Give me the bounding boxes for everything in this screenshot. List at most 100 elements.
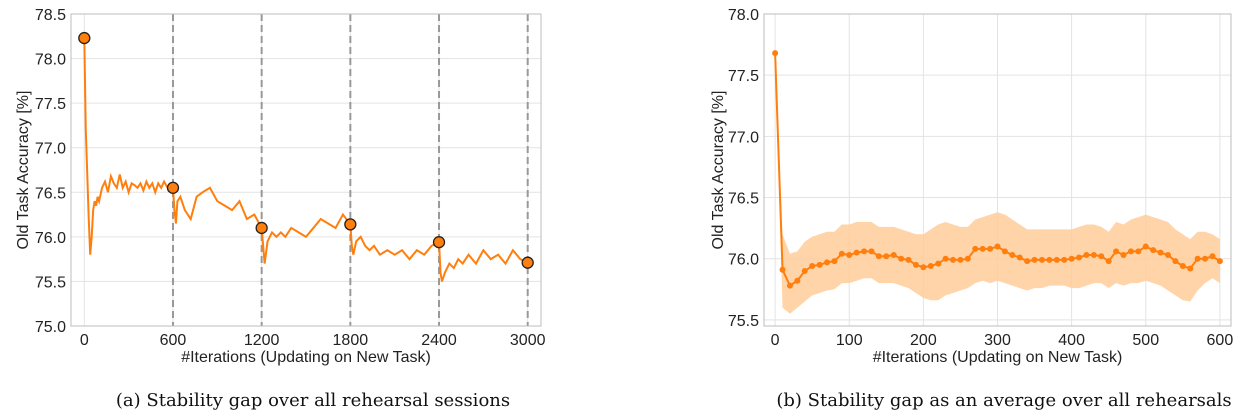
y-tick-label: 78.5 bbox=[35, 7, 66, 24]
session-marker bbox=[344, 218, 357, 231]
x-tick-label: 200 bbox=[910, 332, 937, 349]
data-point bbox=[964, 255, 971, 262]
data-point bbox=[1216, 258, 1223, 265]
data-point bbox=[987, 245, 994, 252]
data-point bbox=[942, 255, 949, 262]
data-point bbox=[794, 277, 801, 284]
data-point bbox=[912, 261, 919, 268]
y-tick-label: 78.0 bbox=[728, 7, 759, 24]
panel-a-x-axis-label: #Iterations (Updating on New Task) bbox=[181, 349, 431, 366]
y-tick-label: 77.0 bbox=[728, 129, 759, 146]
data-point bbox=[890, 252, 897, 259]
data-point bbox=[1202, 255, 1209, 262]
session-marker bbox=[432, 236, 446, 249]
panel-b-std-band bbox=[775, 53, 1220, 314]
data-point bbox=[1105, 258, 1112, 265]
x-tick-label: 1200 bbox=[244, 332, 280, 349]
data-point bbox=[1001, 248, 1008, 255]
panel-a-grid bbox=[71, 13, 541, 327]
session-marker bbox=[166, 181, 180, 194]
data-point bbox=[1127, 248, 1134, 255]
data-point bbox=[875, 253, 882, 260]
panel-a-session-lines bbox=[171, 14, 529, 326]
data-point bbox=[838, 250, 845, 257]
y-tick-label: 76.5 bbox=[35, 185, 66, 202]
data-point bbox=[786, 282, 793, 289]
x-tick-label: 600 bbox=[160, 332, 187, 349]
y-tick-label: 77.0 bbox=[35, 141, 66, 158]
data-point bbox=[868, 248, 875, 255]
data-point bbox=[1120, 252, 1127, 259]
data-point bbox=[920, 264, 927, 271]
data-point bbox=[772, 50, 779, 57]
panel-b-y-axis-label: Old Task Accuracy [%] bbox=[710, 91, 727, 250]
panel-a-session-markers bbox=[78, 31, 534, 269]
data-point bbox=[846, 252, 853, 259]
x-tick-label: 600 bbox=[1207, 332, 1234, 349]
y-tick-label: 76.0 bbox=[35, 230, 66, 247]
x-tick-label: 500 bbox=[1132, 332, 1159, 349]
data-point bbox=[861, 248, 868, 255]
data-point bbox=[1024, 258, 1031, 265]
data-point bbox=[1150, 247, 1157, 254]
data-point bbox=[779, 266, 786, 273]
panel-b-plot-frame bbox=[763, 13, 1232, 327]
data-point bbox=[1016, 254, 1023, 261]
panel-a-y-axis-label: Old Task Accuracy [%] bbox=[15, 91, 32, 250]
panel-a-x-ticks: 0 600 1200 1800 2400 3000 bbox=[80, 332, 546, 349]
y-tick-label: 76.0 bbox=[728, 252, 759, 269]
data-point bbox=[1194, 255, 1201, 262]
data-point bbox=[1098, 253, 1105, 260]
y-tick-label: 77.5 bbox=[728, 68, 759, 85]
data-point bbox=[883, 253, 890, 260]
data-point bbox=[801, 267, 808, 274]
panel-a: 0 600 1200 1800 2400 3000 75.0 75.5 76.0 76.5 77.… bbox=[15, 7, 546, 411]
data-point bbox=[1142, 243, 1149, 250]
x-tick-label: 0 bbox=[771, 332, 780, 349]
panel-b-x-axis-label: #Iterations (Updating on New Task) bbox=[873, 349, 1123, 366]
panel-b-x-ticks: 0 100 200 300 400 500 600 bbox=[771, 332, 1234, 349]
panel-b-y-ticks: 75.5 76.0 76.5 77.0 77.5 78.0 bbox=[728, 7, 759, 330]
panel-a-y-ticks: 75.0 75.5 76.0 76.5 77.0 77.5 78.0 78.5 bbox=[35, 7, 66, 336]
x-tick-label: 100 bbox=[836, 332, 863, 349]
y-tick-label: 77.5 bbox=[35, 96, 66, 113]
data-point bbox=[935, 260, 942, 267]
data-point bbox=[1135, 248, 1142, 255]
data-point bbox=[1090, 252, 1097, 259]
y-tick-label: 76.5 bbox=[728, 191, 759, 208]
data-point bbox=[809, 263, 816, 270]
panel-b-caption: (b) Stability gap as an average over all… bbox=[776, 390, 1231, 411]
data-point bbox=[950, 256, 957, 263]
x-tick-label: 1800 bbox=[333, 332, 369, 349]
y-tick-label: 75.0 bbox=[35, 319, 66, 336]
data-point bbox=[1046, 256, 1053, 263]
data-point bbox=[972, 245, 979, 252]
y-tick-label: 75.5 bbox=[35, 274, 66, 291]
data-point bbox=[957, 256, 964, 263]
data-point bbox=[1164, 252, 1171, 259]
data-point bbox=[927, 263, 934, 270]
data-point bbox=[1187, 265, 1194, 272]
data-point bbox=[1061, 256, 1068, 263]
panel-b: 0 100 200 300 400 500 600 75.5 76.0 76.5 77.0 77.5… bbox=[710, 7, 1233, 411]
x-tick-label: 3000 bbox=[510, 332, 546, 349]
data-point bbox=[1038, 256, 1045, 263]
y-tick-label: 78.0 bbox=[35, 52, 66, 69]
data-point bbox=[1179, 263, 1186, 270]
panel-a-caption: (a) Stability gap over all rehearsal ses… bbox=[116, 390, 510, 411]
data-point bbox=[853, 249, 860, 256]
data-point bbox=[831, 258, 838, 265]
data-point bbox=[1083, 252, 1090, 259]
data-point bbox=[1068, 255, 1075, 262]
data-point bbox=[979, 245, 986, 252]
data-point bbox=[1031, 256, 1038, 263]
data-point bbox=[905, 256, 912, 263]
session-marker bbox=[521, 256, 534, 269]
session-marker bbox=[78, 31, 91, 45]
data-point bbox=[1209, 253, 1216, 260]
panel-a-accuracy-line bbox=[83, 38, 529, 282]
x-tick-label: 400 bbox=[1058, 332, 1085, 349]
data-point bbox=[1076, 254, 1083, 261]
data-point bbox=[1172, 258, 1179, 265]
x-tick-label: 0 bbox=[80, 332, 89, 349]
